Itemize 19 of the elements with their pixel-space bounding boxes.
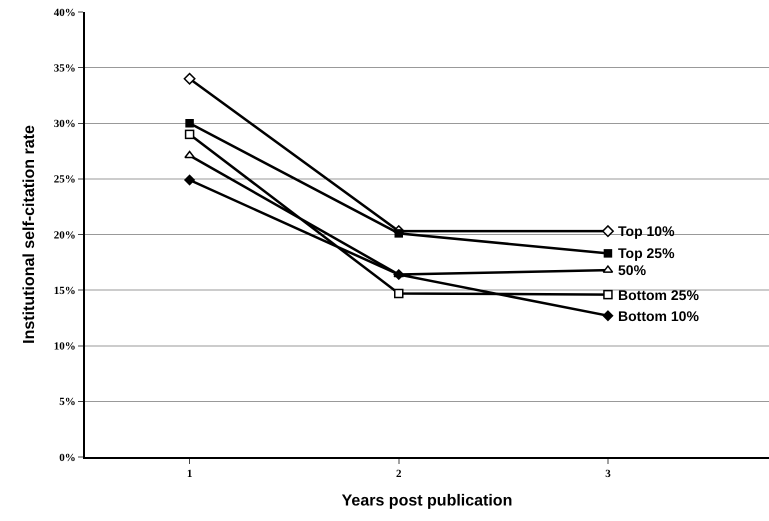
y-axis-title: Institutional self-citation rate (21, 125, 38, 344)
series-label: Bottom 10% (618, 308, 700, 324)
y-tick-label: 20% (54, 229, 76, 242)
y-tick-label: 15% (54, 284, 76, 297)
y-tick-label: 10% (54, 340, 76, 353)
x-tick-label: 1 (186, 468, 192, 480)
y-tick-label: 40% (54, 6, 76, 19)
y-tick-label: 0% (59, 452, 76, 464)
y-tick-label: 35% (54, 62, 76, 74)
series-label: 50% (618, 262, 647, 278)
y-tick-label: 30% (54, 118, 76, 130)
series-label: Top 10% (618, 223, 676, 239)
x-tick-label: 3 (605, 468, 612, 480)
y-tick-label: 5% (59, 396, 76, 408)
series-label: Bottom 25% (618, 287, 700, 303)
x-axis-title: Years post publication (342, 492, 512, 510)
series-label: Top 25% (618, 245, 676, 261)
x-tick-label: 2 (396, 468, 402, 480)
y-tick-label: 25% (54, 174, 76, 186)
